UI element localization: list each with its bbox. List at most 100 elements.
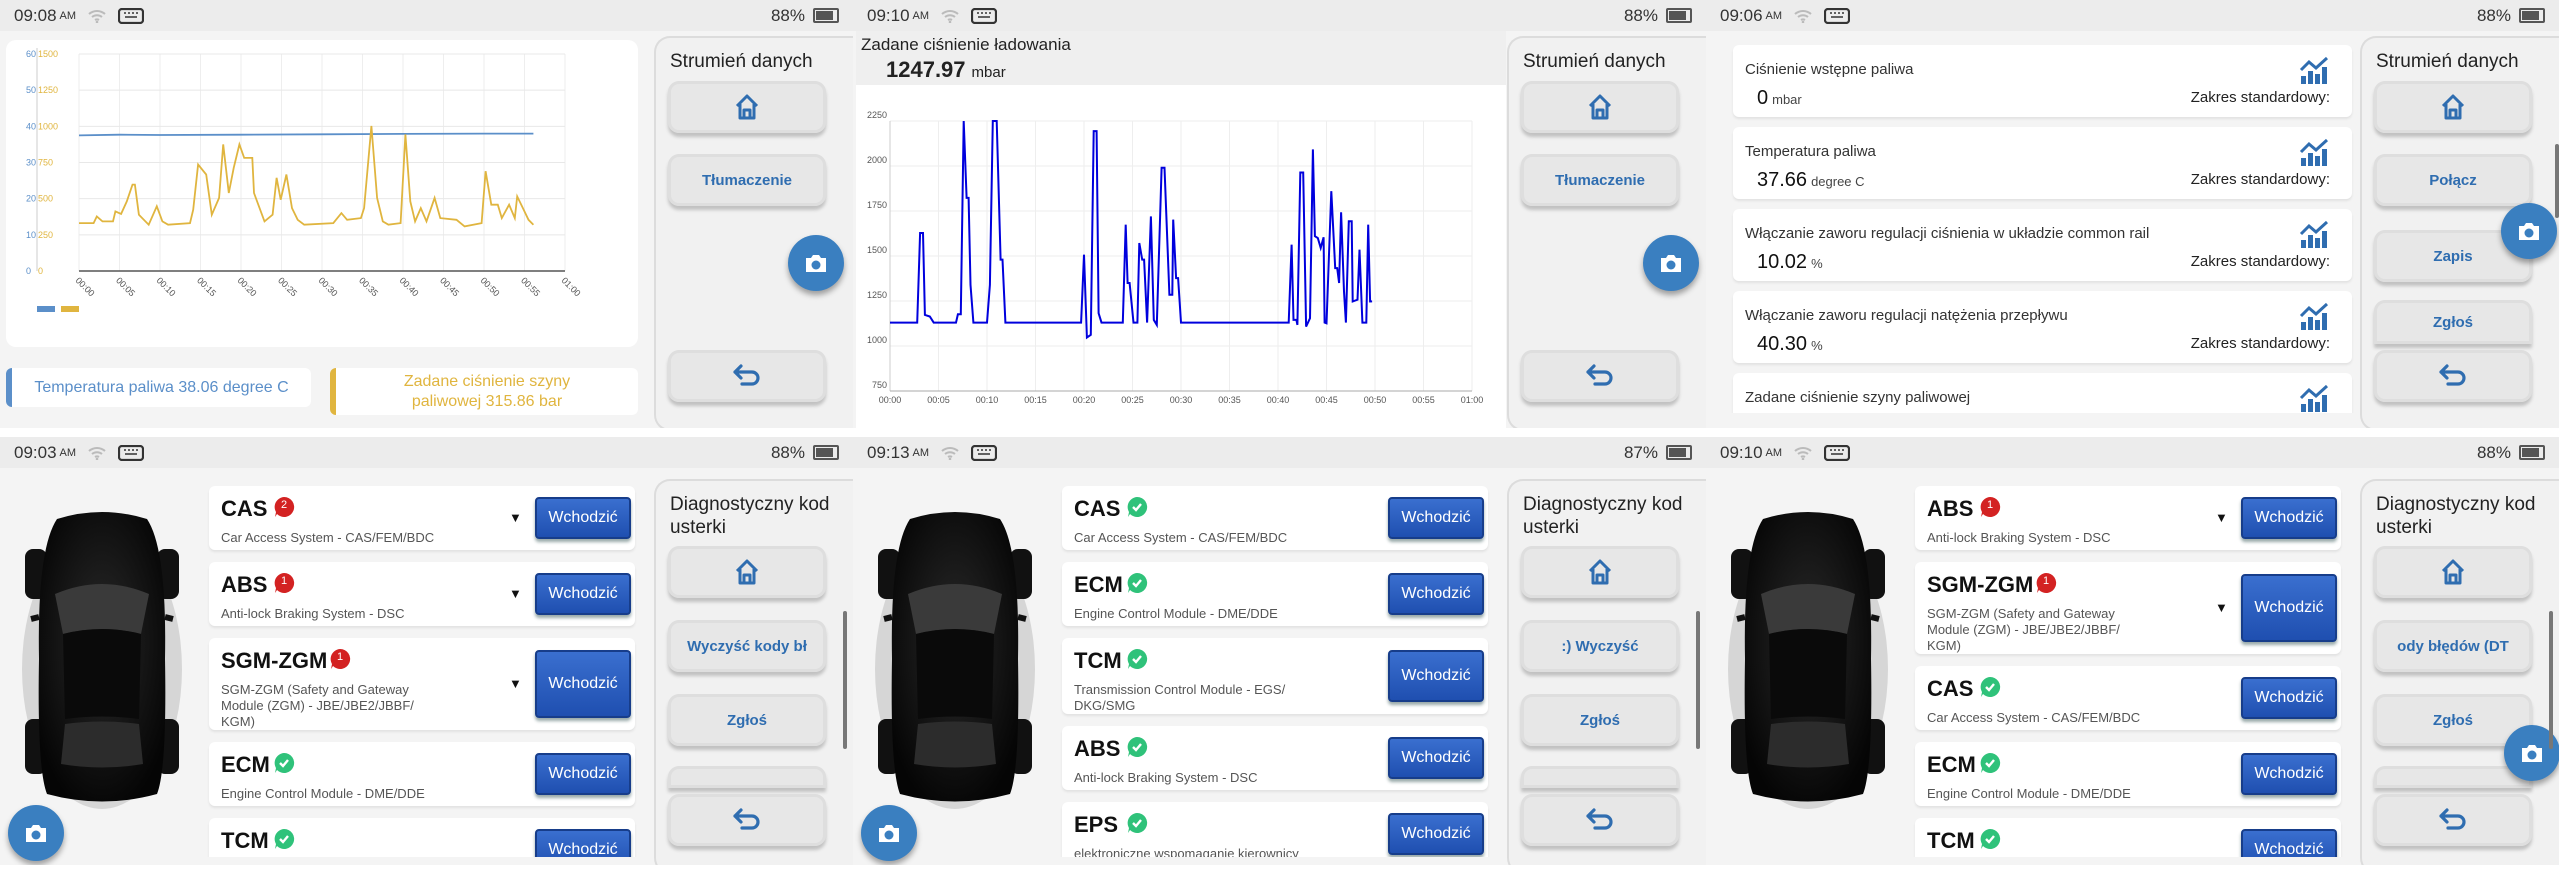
ok-check-icon	[1126, 648, 1148, 670]
scrollbar[interactable]	[1696, 611, 1700, 749]
enter-button-label: Wchodzić	[2254, 689, 2324, 706]
chart-icon[interactable]	[2298, 138, 2330, 166]
scrollbar[interactable]	[843, 611, 847, 749]
back-button[interactable]	[1521, 794, 1679, 846]
back-button[interactable]	[668, 794, 826, 846]
enter-button[interactable]: Wchodzić	[535, 573, 631, 615]
data-item[interactable]: Ciśnienie wstępne paliwa 0 mbar Zakres stan…	[1733, 45, 2352, 117]
enter-button[interactable]: Wchodzić	[2241, 677, 2337, 719]
sidebar-button-zgłoś[interactable]: Zgłoś	[2374, 300, 2532, 344]
status-ampm: AM	[1765, 446, 1783, 459]
back-button[interactable]	[2374, 794, 2532, 846]
screen-panel: 09:10 AM 88% ABS Anti-lock Braking System - …	[1706, 437, 2559, 865]
sidebar-button-zgłoś[interactable]: Zgłoś	[1521, 694, 1679, 746]
ecu-item[interactable]: CAS Car Access System - CAS/FEM/BDC Wchodz…	[1915, 666, 2341, 730]
button-label: Zapis	[2433, 247, 2473, 265]
sidebar-button--wyczyść[interactable]: :) Wyczyść	[1521, 620, 1679, 672]
keyboard-icon	[118, 7, 145, 24]
chart-icon[interactable]	[2298, 302, 2330, 330]
enter-button-label: Wchodzić	[548, 765, 618, 782]
home-button[interactable]	[1521, 81, 1679, 133]
data-item[interactable]: Zadane ciśnienie szyny paliwowej	[1733, 373, 2352, 413]
home-button[interactable]	[668, 546, 826, 598]
battery-percent: 87%	[1623, 442, 1658, 462]
enter-button[interactable]: Wchodzić	[1388, 573, 1484, 615]
x-tick-label: 01:00	[560, 275, 583, 298]
battery-icon	[2519, 445, 2545, 460]
sidebar-button-zgłoś[interactable]: Zgłoś	[2374, 694, 2532, 746]
parameter-title: Zadane ciśnienie ładowania	[861, 35, 1071, 54]
enter-button[interactable]: Wchodzić	[1388, 497, 1484, 539]
home-button[interactable]	[2374, 81, 2532, 133]
chart-icon[interactable]	[2298, 384, 2330, 412]
chart-icon[interactable]	[2298, 56, 2330, 84]
ecu-item[interactable]: ABS Anti-lock Braking System - DSC Wchodzi…	[1062, 726, 1488, 790]
ecu-item[interactable]: ECM Engine Control Module - DME/DDE Wchodz…	[209, 742, 635, 806]
ecu-item[interactable]: CAS Car Access System - CAS/FEM/BDC Wchodz…	[1062, 486, 1488, 550]
sidebar-button-wyczyść-kody-bł[interactable]: Wyczyść kody bł	[668, 620, 826, 672]
sidebar: Strumień danych Tłumaczenie	[654, 36, 853, 428]
x-tick-label: 00:20	[236, 275, 259, 298]
sidebar-button-hidden[interactable]	[2374, 766, 2532, 788]
x-tick-label: 00:35	[357, 275, 380, 298]
keyboard-icon	[1824, 7, 1851, 24]
expand-dropdown-icon[interactable]: ▼	[509, 586, 522, 601]
expand-dropdown-icon[interactable]: ▼	[2215, 510, 2228, 525]
battery-icon	[1666, 8, 1692, 23]
ecu-item[interactable]: SGM-ZGM SGM-ZGM (Safety and Gateway Modul…	[209, 638, 635, 730]
enter-button[interactable]: Wchodzić	[2241, 574, 2337, 642]
expand-dropdown-icon[interactable]: ▼	[509, 510, 522, 525]
scrollbar[interactable]	[2555, 144, 2559, 218]
data-item[interactable]: Włączanie zaworu regulacji natężenia prz…	[1733, 291, 2352, 363]
screenshot-camera-button[interactable]	[2501, 203, 2557, 259]
home-button[interactable]	[1521, 546, 1679, 598]
screenshot-camera-button[interactable]	[788, 235, 844, 291]
ecu-item[interactable]: ECM Engine Control Module - DME/DDE Wchodz…	[1062, 562, 1488, 626]
sidebar-button-hidden[interactable]	[1521, 766, 1679, 788]
home-button[interactable]	[2374, 546, 2532, 598]
expand-dropdown-icon[interactable]: ▼	[2215, 600, 2228, 615]
enter-button[interactable]: Wchodzić	[535, 650, 631, 718]
enter-button[interactable]: Wchodzić	[1388, 813, 1484, 855]
expand-dropdown-icon[interactable]: ▼	[509, 676, 522, 691]
wifi-icon	[941, 9, 959, 23]
scrollbar[interactable]	[2549, 611, 2553, 749]
sidebar-button-tłumaczenie[interactable]: Tłumaczenie	[1521, 154, 1679, 206]
data-item[interactable]: Włączanie zaworu regulacji ciśnienia w u…	[1733, 209, 2352, 281]
enter-button[interactable]: Wchodzić	[2241, 829, 2337, 857]
screenshot-camera-button[interactable]	[8, 805, 64, 861]
ecu-item[interactable]: ABS Anti-lock Braking System - DSC 1 ▼ Wchod…	[1915, 486, 2341, 550]
back-button[interactable]	[2374, 350, 2532, 402]
ecu-item[interactable]: SGM-ZGM SGM-ZGM (Safety and Gateway Modul…	[1915, 562, 2341, 654]
ecu-item[interactable]: EPS elektroniczne wspomaganie kierownicy W…	[1062, 802, 1488, 857]
home-button[interactable]	[668, 81, 826, 133]
ecu-item[interactable]: ECM Engine Control Module - DME/DDE Wchodz…	[1915, 742, 2341, 806]
back-button[interactable]	[668, 350, 826, 402]
data-item[interactable]: Temperatura paliwa 37.66 degree C Zakres st…	[1733, 127, 2352, 199]
y-tick-label-left: 0	[26, 266, 31, 276]
screenshot-camera-button[interactable]	[861, 805, 917, 861]
enter-button[interactable]: Wchodzić	[535, 497, 631, 539]
ecu-item[interactable]: ABS Anti-lock Braking System - DSC 1 ▼ Wchod…	[209, 562, 635, 626]
sidebar-button-połącz[interactable]: Połącz	[2374, 154, 2532, 206]
sidebar-button-zgłoś[interactable]: Zgłoś	[668, 694, 826, 746]
back-button[interactable]	[1521, 350, 1679, 402]
sidebar-button-ody-błędów-dt[interactable]: ody błędów (DT	[2374, 620, 2532, 672]
x-tick-label: 00:00	[879, 395, 902, 405]
enter-button[interactable]: Wchodzić	[2241, 497, 2337, 539]
enter-button[interactable]: Wchodzić	[535, 829, 631, 857]
enter-button[interactable]: Wchodzić	[1388, 650, 1484, 702]
button-label: ody błędów (DT	[2397, 637, 2509, 655]
enter-button[interactable]: Wchodzić	[1388, 737, 1484, 779]
ecu-item[interactable]: TCM Transmission Control Module - EGS/ DK…	[1062, 638, 1488, 714]
enter-button[interactable]: Wchodzić	[535, 753, 631, 795]
sidebar-button-hidden[interactable]	[668, 766, 826, 788]
screenshot-camera-button[interactable]	[1643, 235, 1699, 291]
sidebar-button-tłumaczenie[interactable]: Tłumaczenie	[668, 154, 826, 206]
chart-icon[interactable]	[2298, 220, 2330, 248]
ecu-item[interactable]: CAS Car Access System - CAS/FEM/BDC 2 ▼ Wcho…	[209, 486, 635, 550]
x-tick-label: 00:10	[976, 395, 999, 405]
enter-button[interactable]: Wchodzić	[2241, 753, 2337, 795]
